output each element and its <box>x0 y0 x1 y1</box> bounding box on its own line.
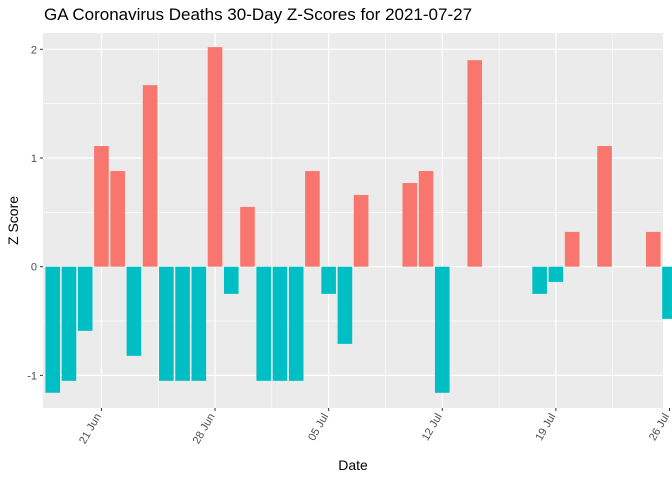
bar <box>207 47 223 267</box>
bar <box>305 171 320 267</box>
bar <box>240 206 255 267</box>
bar <box>142 85 158 267</box>
bar <box>353 194 369 267</box>
y-tick-label: 1 <box>31 153 37 165</box>
bar <box>418 171 434 267</box>
bar <box>126 266 142 356</box>
bar <box>548 266 564 282</box>
y-axis: -1 0 1 2 <box>27 44 43 382</box>
bar <box>159 266 174 381</box>
bar <box>337 266 353 344</box>
x-tick-label: 05 Jul <box>306 412 331 443</box>
bars <box>45 47 672 393</box>
y-tick-label: 0 <box>31 262 37 274</box>
x-tick-label: 26 Jul <box>647 412 672 443</box>
x-tick-label: 12 Jul <box>420 412 445 443</box>
x-axis: 21 Jun 28 Jun 05 Jul 12 Jul 19 Jul 26 Jul <box>77 408 672 446</box>
bar <box>77 266 93 331</box>
bar <box>532 266 547 294</box>
y-axis-title: Z Score <box>5 196 21 245</box>
bar <box>662 266 672 319</box>
bar <box>191 266 207 381</box>
bar <box>110 171 125 267</box>
bar <box>467 60 483 267</box>
bar <box>272 266 288 381</box>
y-tick-label: 2 <box>31 44 37 56</box>
bar <box>256 266 272 381</box>
bar <box>45 266 61 393</box>
x-tick-label: 21 Jun <box>77 412 104 447</box>
bar <box>402 183 418 267</box>
bar <box>597 146 612 267</box>
x-axis-title: Date <box>338 457 368 473</box>
y-tick-label: -1 <box>27 370 37 382</box>
chart-title: GA Coronavirus Deaths 30-Day Z-Scores fo… <box>44 5 473 24</box>
bar <box>645 231 661 267</box>
bar <box>175 266 190 381</box>
x-tick-label: 19 Jul <box>533 412 558 443</box>
bar <box>434 266 450 393</box>
bar <box>61 266 77 381</box>
bar <box>321 266 336 294</box>
bar <box>94 146 109 267</box>
bar <box>223 266 239 294</box>
bar <box>288 266 304 381</box>
x-tick-label: 28 Jun <box>191 412 218 447</box>
bar <box>564 231 580 267</box>
